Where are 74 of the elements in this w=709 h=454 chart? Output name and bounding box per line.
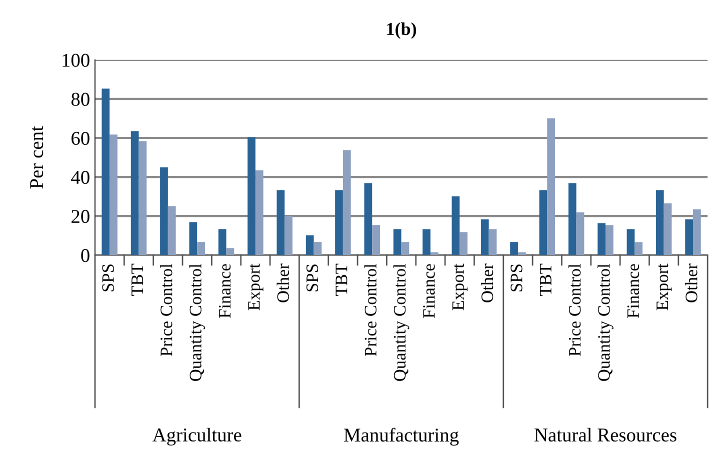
chart-title: 1(b) [387,22,416,39]
bar [401,242,410,256]
bar [480,219,489,256]
bar [364,183,372,256]
bar [130,131,139,256]
bar [110,134,118,256]
bar [692,209,701,256]
bar [430,252,438,256]
bar [626,229,635,256]
bar [372,225,380,256]
bar [248,137,256,256]
bar [393,229,402,256]
bar [276,190,285,256]
bar [605,225,614,256]
x-tick-label: Price Control [160,264,172,356]
bar [539,190,548,256]
x-tick-label: SPS [510,264,522,292]
bar [168,206,176,256]
bar [656,190,664,256]
bar [342,150,351,256]
bar [422,229,430,256]
bar [510,242,518,256]
bar [685,219,693,256]
x-tick-label: Finance [627,264,639,318]
y-tick-label: 40 [71,170,90,184]
text: Manufacturing [344,428,459,446]
bar [335,190,343,256]
y-axis-title: Per cent [30,126,44,189]
bar [306,235,314,256]
x-tick-label: Finance [218,264,231,318]
y-tick-label: 0 [81,248,90,262]
bar [598,223,606,256]
x-tick-label: TBT [540,264,552,296]
bar [218,229,226,256]
x-tick-label: Quantity Control [189,264,205,381]
x-tick-label: TBT [336,264,348,296]
bar [226,248,234,256]
text: Agriculture [152,428,242,446]
x-tick-label: Price Control [568,264,581,356]
bar [138,141,147,256]
y-tick-label: 60 [72,132,90,145]
bar [314,242,322,256]
x-tick-label: Export [452,264,468,310]
x-tick-label: Other [480,264,494,302]
x-tick-label: Quantity Control [393,264,410,381]
x-tick-label: TBT [132,264,143,296]
x-tick-label: Quantity Control [598,264,614,381]
bar [568,183,576,256]
bar [189,222,198,256]
bar [255,170,264,256]
x-tick-label: Export [248,264,264,310]
bar [197,242,205,256]
x-tick-label: Finance [423,264,435,318]
bar [518,252,526,256]
bar [102,88,110,256]
x-tick-label: Export [656,264,672,310]
bar [160,167,168,256]
bar [576,212,584,256]
bar [460,232,468,256]
bar [547,118,556,256]
bar [634,242,643,256]
x-tick-label: Other [685,264,698,302]
x-tick-label: SPS [306,264,318,292]
bar [488,229,497,256]
y-tick-label: 80 [71,92,90,106]
text: Natural Resources [534,428,676,442]
x-tick-label: Price Control [364,264,376,356]
bar [284,216,292,256]
x-tick-label: SPS [102,264,114,292]
y-tick-label: 100 [62,54,90,67]
bar [452,196,460,256]
bar [664,203,672,256]
x-tick-label: Other [276,264,289,302]
y-tick-label: 20 [72,210,90,224]
